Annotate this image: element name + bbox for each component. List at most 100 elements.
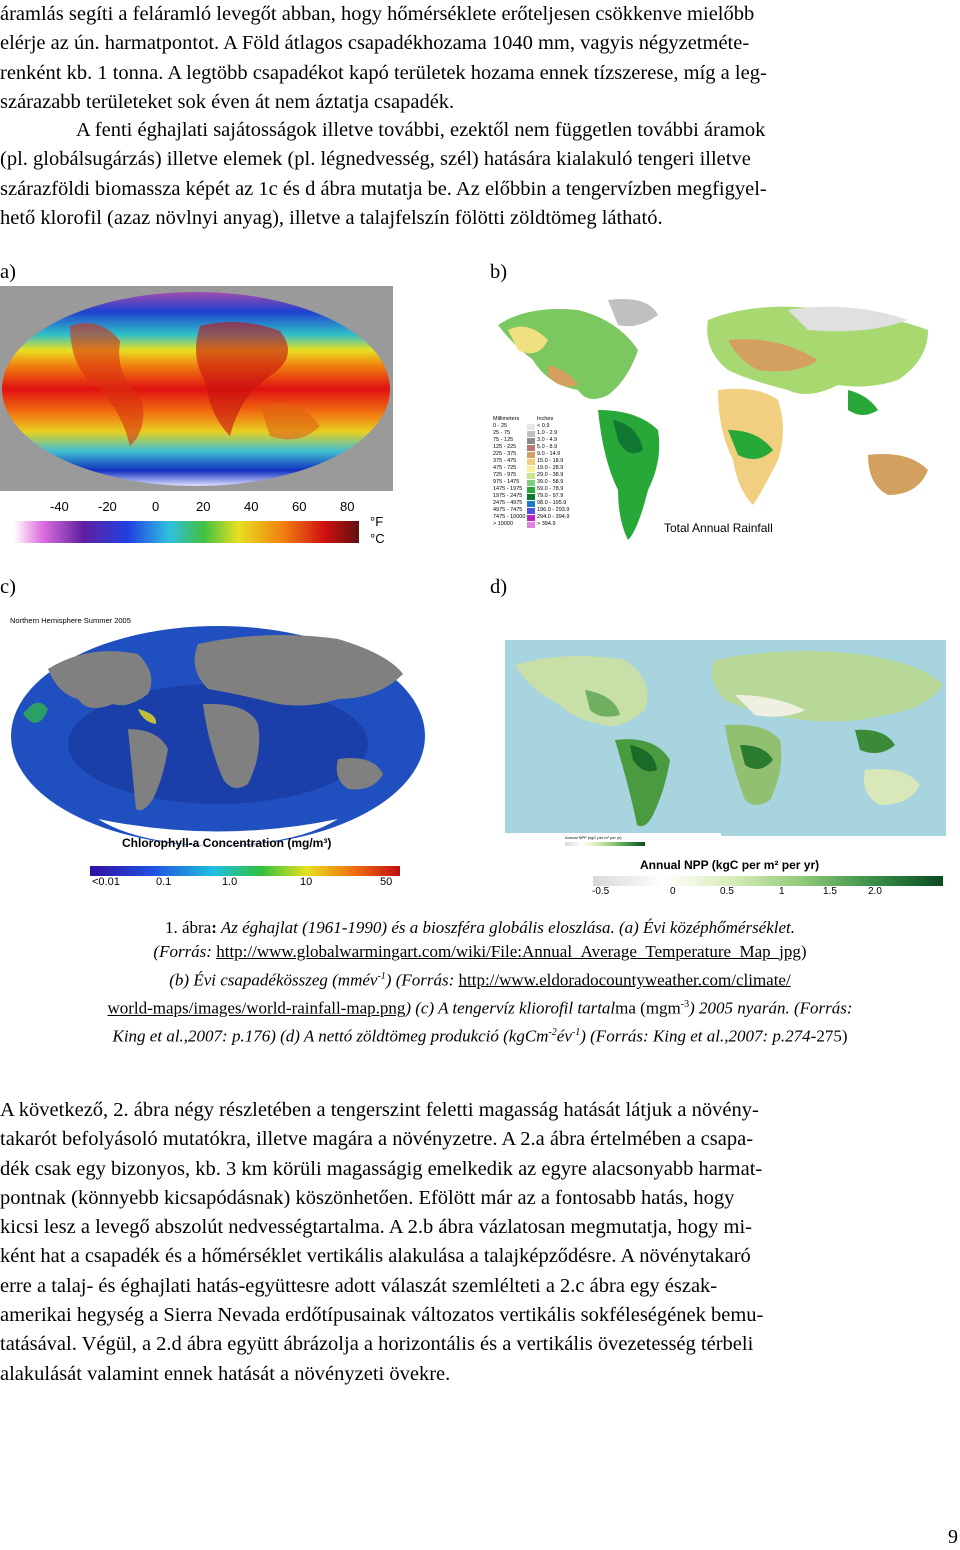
legend-mm: 1475 - 1975 xyxy=(493,486,523,492)
scale-tick: <0.01 xyxy=(92,876,120,888)
scale-tick: 2.0 xyxy=(868,886,882,897)
text-line: szárazabb területeket sok éven át nem áz… xyxy=(0,90,455,113)
legend-in: 9.0 - 14.9 xyxy=(537,451,561,457)
caption-text: Az éghajlat (1961-1990) és a bioszféra g… xyxy=(220,918,796,937)
legend-row: 125 - 225 5.0 - 8.9 xyxy=(493,444,577,451)
unit-celsius: °C xyxy=(370,531,385,546)
scale-tick: 40 xyxy=(244,499,259,514)
paragraph-altitude: A következő, 2. ábra négy részletében a … xyxy=(0,1096,960,1389)
npp-map xyxy=(505,640,946,886)
paragraph-biomass: A fenti éghajlati sajátosságok illetve t… xyxy=(0,116,960,233)
text-line: tatásával. Végül, a 2.d ábra együtt ábrá… xyxy=(0,1333,754,1356)
scale-tick: 1.5 xyxy=(823,886,837,897)
legend-in: 98.0 - 195.9 xyxy=(537,500,567,506)
legend-header-mm: Millimeters xyxy=(493,416,520,422)
figure-label-a: a) xyxy=(0,261,16,283)
source-link-rainfall-cont[interactable]: world-maps/images/world-rainfall-map.png xyxy=(107,998,406,1018)
npp-color-scale xyxy=(593,876,943,886)
source-link-rainfall[interactable]: http://www.eldoradocountyweather.com/cli… xyxy=(458,970,791,990)
legend-row: 25 - 75 1.0 - 2.9 xyxy=(493,430,577,437)
figure-label-d: d) xyxy=(490,576,508,598)
text-line: A fenti éghajlati sajátosságok illetve t… xyxy=(76,119,766,141)
caption-sup: -1 xyxy=(571,1026,581,1038)
legend-mm: > 10000 xyxy=(493,521,514,527)
legend-swatch xyxy=(527,514,535,521)
temperature-map xyxy=(0,286,393,543)
caption-text: King et al.,2007: p.176) (d) A nettó zöl… xyxy=(112,1026,549,1046)
text-line: takarót befolyásoló mutatókra, illetve m… xyxy=(0,1128,754,1151)
text-line: hető klorofil (azaz növlnyi anyag), ille… xyxy=(0,206,663,229)
legend-mm: 975 - 1475 xyxy=(493,479,520,485)
caption-text: ) 2005 nyarán. (Forrás: xyxy=(689,998,853,1018)
scale-tick: 1 xyxy=(779,886,785,897)
legend-swatch xyxy=(527,486,535,493)
scale-tick: 0 xyxy=(670,886,676,897)
scale-tick: 50 xyxy=(380,876,393,888)
npp-mini-legend-title: Annual NPP (kgC per m² per yr) xyxy=(565,835,622,840)
caption-sup: -2 xyxy=(548,1026,557,1038)
legend-mm: 0 - 25 xyxy=(493,423,508,429)
legend-header-in: Inches xyxy=(537,416,554,422)
text-line: amerikai hegység a Sierra Nevada erdőtíp… xyxy=(0,1304,764,1327)
text-line: ként hat a csapadék és a hőmérséklet ver… xyxy=(0,1245,751,1268)
scale-tick: -0.5 xyxy=(592,886,610,897)
scale-tick: 10 xyxy=(300,876,313,888)
chlorophyll-color-scale xyxy=(90,866,400,876)
legend-mm: 1975 - 2475 xyxy=(493,493,523,499)
legend-in: 1.0 - 2.9 xyxy=(537,430,558,436)
npp-map-figure: Annual NPP (kgC per m² per yr) Annual NP… xyxy=(505,640,946,900)
legend-in: 19.0 - 28.9 xyxy=(537,465,564,471)
caption-text: (b) Évi csapadékösszeg (mmév xyxy=(169,970,378,990)
text-line: kicsi lesz a levegő abszolút nedvességta… xyxy=(0,1216,753,1239)
legend-row: 2475 - 4975 98.0 - 195.9 xyxy=(493,500,577,507)
caption-text: ma (mgm xyxy=(615,998,681,1018)
legend-row: 375 - 475 15.0 - 18.9 xyxy=(493,458,577,465)
legend-in: 294.0 - 394.9 xyxy=(537,514,570,520)
legend-mm: 225 - 375 xyxy=(493,451,517,457)
legend-swatch xyxy=(527,451,535,458)
legend-row: 725 - 975 29.0 - 38.9 xyxy=(493,472,577,479)
legend-mm: 2475 - 4975 xyxy=(493,500,523,506)
rainfall-map-figure: Millimeters Inches 0 - 25 < 0.9 25 - 75 1.0… xyxy=(488,290,940,545)
text-line: dék csak egy bizonyos, kb. 3 km körüli m… xyxy=(0,1157,763,1180)
legend-row: 1475 - 1975 59.0 - 78.9 xyxy=(493,486,577,493)
text-line: elérje az ún. harmatpontot. A Föld átlag… xyxy=(0,32,750,55)
temperature-map-figure: -40 -20 0 20 40 60 80 °F °C xyxy=(0,286,393,548)
legend-swatch xyxy=(527,423,535,430)
caption-text: ) xyxy=(800,942,807,962)
source-link-temperature[interactable]: http://www.globalwarmingart.com/wiki/Fil… xyxy=(216,942,801,962)
figure-caption: 1. ábra: Az éghajlat (1961-1990) és a bi… xyxy=(0,916,960,1049)
legend-in: 79.0 - 97.9 xyxy=(537,493,564,499)
legend-swatch xyxy=(527,521,535,528)
scale-tick: 60 xyxy=(292,499,307,514)
scale-tick: 0.1 xyxy=(156,876,172,888)
legend-mm: 375 - 475 xyxy=(493,458,517,464)
legend-swatch xyxy=(527,430,535,437)
text-line: A következő, 2. ábra négy részletében a … xyxy=(0,1099,759,1121)
caption-colon: : xyxy=(211,918,217,937)
legend-swatch xyxy=(527,444,535,451)
legend-row: 475 - 725 19.0 - 28.9 xyxy=(493,465,577,472)
text-line: erre a talaj- és éghajlati hatás-együtte… xyxy=(0,1274,718,1297)
text-line: pontnak (könnyebb kicsapódásnak) köszönh… xyxy=(0,1186,735,1209)
legend-mm: 75 - 125 xyxy=(493,437,514,443)
text-line: renként kb. 1 tonna. A legtöbb csapadéko… xyxy=(0,61,767,84)
legend-in: < 0.9 xyxy=(537,423,550,429)
scale-tick: -40 xyxy=(50,499,69,514)
text-line: (pl. globálsugárzás) illetve elemek (pl.… xyxy=(0,148,751,171)
scale-tick: 1.0 xyxy=(222,876,238,888)
legend-in: 5.0 - 8.9 xyxy=(537,444,558,450)
rainfall-legend: Millimeters Inches 0 - 25 < 0.9 25 - 75 1.0… xyxy=(493,416,577,528)
legend-swatch xyxy=(527,479,535,486)
legend-row: 4975 - 7475 196.0 - 293.9 xyxy=(493,507,577,514)
legend-row: 225 - 375 9.0 - 14.9 xyxy=(493,451,577,458)
caption-text: ) (Forrás: xyxy=(385,970,459,990)
chlorophyll-map xyxy=(11,626,425,876)
legend-swatch xyxy=(527,437,535,444)
figure-label-b: b) xyxy=(490,261,508,283)
npp-scale-title: Annual NPP (kgC per m² per yr) xyxy=(640,858,820,872)
chlorophyll-scale-title: Chlorophyll-a Concentration (mg/m³) xyxy=(122,836,332,850)
legend-row: 75 - 125 3.0 - 4.9 xyxy=(493,437,577,444)
caption-sup: -1 xyxy=(377,970,386,982)
caption-sup: -3 xyxy=(680,998,690,1010)
